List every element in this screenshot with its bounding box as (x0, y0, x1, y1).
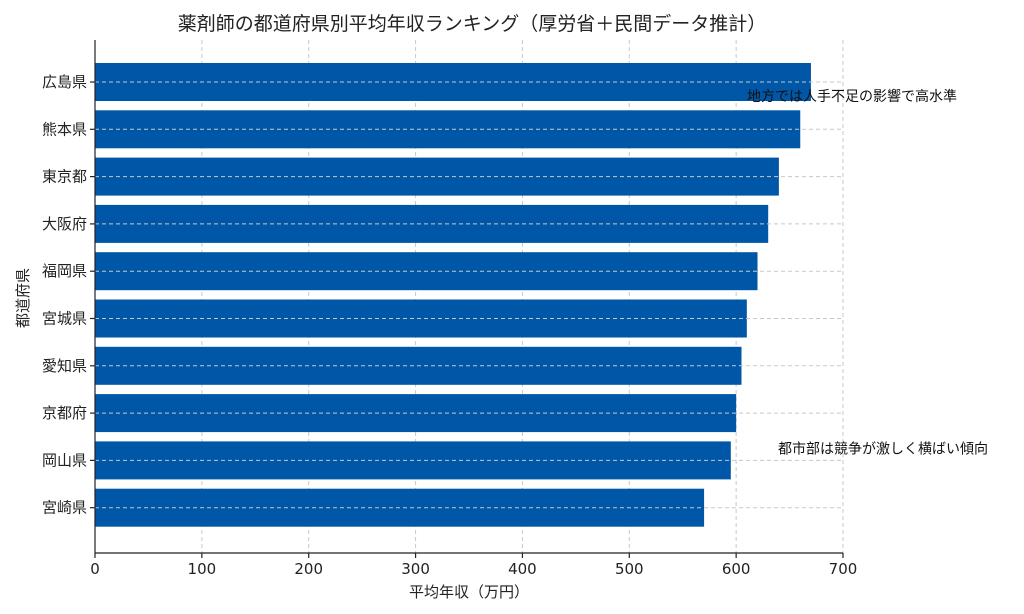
y-tick-label: 愛知県 (42, 357, 87, 375)
y-tick-label: 東京都 (42, 168, 87, 186)
bars (95, 63, 843, 527)
y-tick-label: 熊本県 (42, 120, 87, 138)
x-tick-label: 300 (401, 560, 430, 578)
chart-title: 薬剤師の都道府県別平均年収ランキング（厚労省＋民間データ推計） (178, 13, 766, 35)
y-tick-label: 岡山県 (42, 451, 87, 469)
y-tick-label: 宮城県 (42, 310, 87, 328)
y-tick-label: 大阪府 (42, 215, 87, 233)
x-axis-label: 平均年収（万円） (409, 583, 529, 601)
x-tick-label: 700 (829, 560, 858, 578)
y-tick-label: 広島県 (42, 73, 87, 91)
x-tick-label: 200 (294, 560, 323, 578)
y-tick-label: 京都府 (42, 404, 87, 422)
x-tick-label: 500 (615, 560, 644, 578)
bar (95, 394, 737, 433)
y-axis-label: 都道府県 (14, 268, 32, 328)
x-tick-label: 600 (722, 560, 751, 578)
annotation: 地方では人手不足の影響で高水準 (747, 88, 957, 105)
annotation: 都市部は競争が激しく横ばい傾向 (778, 440, 988, 457)
axes (90, 40, 844, 558)
x-tick-label: 0 (90, 560, 100, 578)
y-tick-label: 宮崎県 (42, 499, 87, 517)
x-tick-label: 400 (508, 560, 537, 578)
x-tick-label: 100 (188, 560, 217, 578)
tick-labels: 0 100 200 300 400 500 600 700 広島県熊本県東京都大阪府福岡県宮城県… (42, 73, 857, 578)
y-tick-label: 福岡県 (42, 262, 87, 280)
